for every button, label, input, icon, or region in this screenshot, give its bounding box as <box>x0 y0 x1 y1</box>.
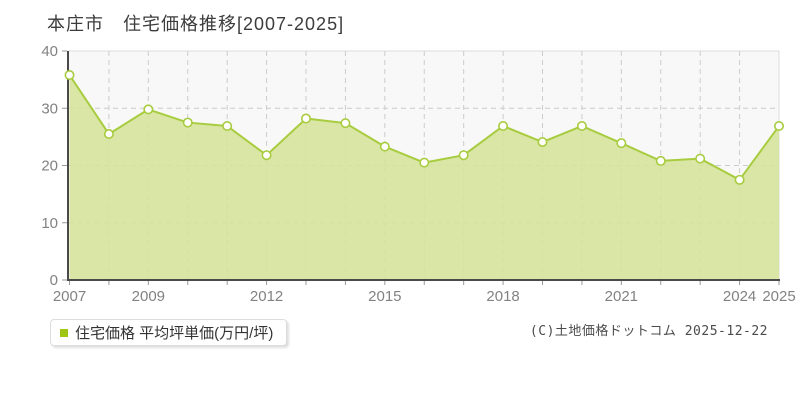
data-point-2014 <box>340 118 351 129</box>
data-point-2018 <box>498 120 509 131</box>
data-point-2012 <box>261 150 272 161</box>
data-point-2013 <box>300 113 311 124</box>
y-tick-label: 10 <box>41 215 58 232</box>
data-point-2021 <box>616 138 627 149</box>
data-point-2011 <box>222 120 233 131</box>
y-tick-label: 40 <box>41 43 58 60</box>
y-tick-label: 0 <box>50 272 58 289</box>
data-point-2019 <box>537 137 548 148</box>
price-trend-area-chart: 0 10 20 30 40 2007 2009 2012 2015 2018 2021 2024 202… <box>41 43 795 305</box>
y-tick-label: 30 <box>41 100 58 117</box>
series-area-fill <box>69 75 779 279</box>
copyright-text: (C)土地価格ドットコム 2025-12-22 <box>529 324 768 339</box>
legend: 住宅価格 平均坪単価(万円/坪) <box>50 319 288 346</box>
x-tick-label: 2012 <box>250 288 283 305</box>
legend-label: 住宅価格 平均坪単価(万円/坪) <box>75 325 274 342</box>
data-point-2016 <box>419 157 430 168</box>
legend-marker-icon <box>60 328 68 337</box>
x-tick-label: 2007 <box>53 288 86 305</box>
data-point-2020 <box>576 120 587 131</box>
data-point-2009 <box>143 104 154 115</box>
data-point-2024 <box>734 174 745 185</box>
data-point-2007 <box>64 70 75 81</box>
data-point-2015 <box>379 141 390 152</box>
y-tick-label: 20 <box>41 158 58 175</box>
x-tick-label: 2015 <box>368 288 401 305</box>
data-point-2010 <box>182 117 193 128</box>
x-tick-label: 2021 <box>605 288 638 305</box>
data-point-2025 <box>773 120 784 131</box>
x-tick-label: 2025 <box>762 288 795 305</box>
x-tick-label: 2009 <box>132 288 165 305</box>
x-tick-label: 2018 <box>486 288 519 305</box>
data-point-2008 <box>103 129 114 140</box>
data-point-2017 <box>458 150 469 161</box>
page-title: 本庄市 住宅価格推移[2007-2025] <box>47 14 345 34</box>
data-point-2023 <box>695 153 706 164</box>
data-point-2022 <box>655 155 666 166</box>
x-tick-label: 2024 <box>723 288 756 305</box>
